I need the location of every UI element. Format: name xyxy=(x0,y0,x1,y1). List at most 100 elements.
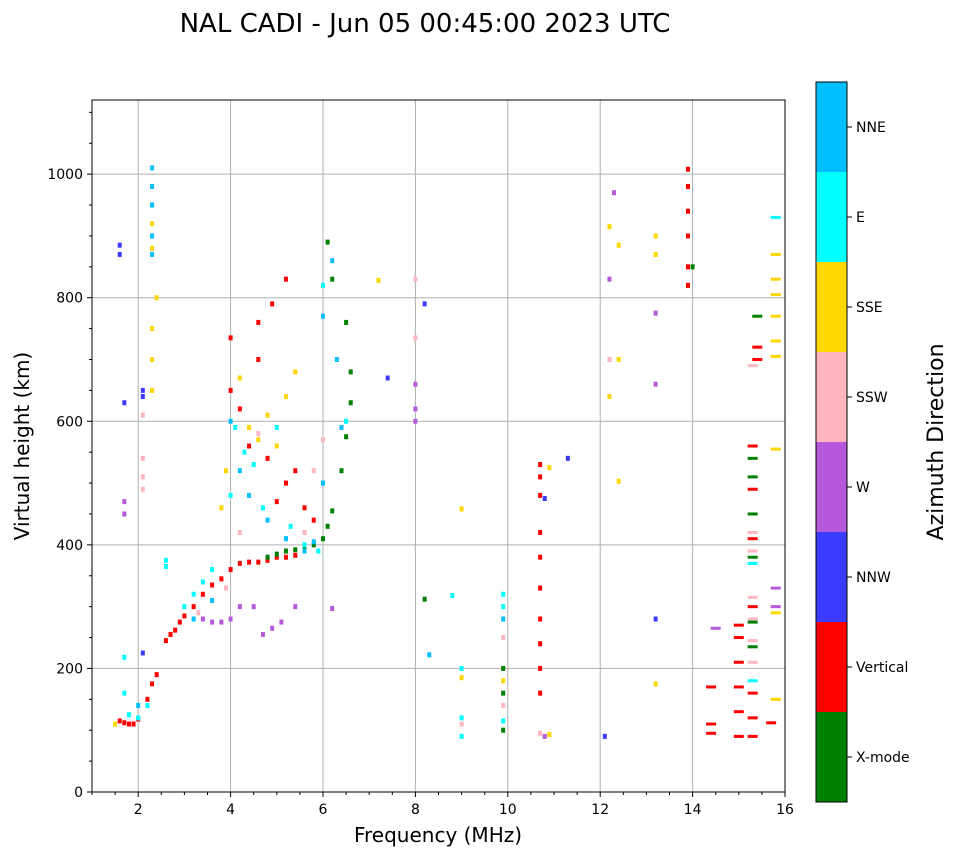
data-point xyxy=(653,233,658,239)
data-point xyxy=(747,537,758,541)
data-point xyxy=(344,434,349,440)
data-point xyxy=(770,215,781,219)
data-point xyxy=(685,184,690,189)
data-point xyxy=(459,675,464,681)
data-point xyxy=(228,335,233,341)
data-point xyxy=(237,406,242,412)
data-point xyxy=(685,264,690,270)
colorbar-label: NNW xyxy=(856,570,891,586)
data-point xyxy=(459,721,464,727)
data-point xyxy=(122,499,127,505)
data-point xyxy=(339,424,344,430)
data-point xyxy=(747,512,758,516)
data-point xyxy=(747,364,758,368)
data-point xyxy=(607,276,612,282)
data-point xyxy=(150,326,155,332)
data-point xyxy=(251,604,256,610)
data-point xyxy=(140,455,145,461)
data-point xyxy=(330,605,335,611)
data-point xyxy=(376,277,381,283)
data-point xyxy=(547,465,552,471)
data-point xyxy=(770,293,781,297)
data-point xyxy=(685,233,690,239)
data-point xyxy=(321,480,325,486)
data-point xyxy=(168,631,173,637)
colorbar-title: Azimuth Direction xyxy=(924,343,949,540)
data-point xyxy=(136,715,141,721)
data-point xyxy=(501,718,506,724)
data-point xyxy=(150,251,155,257)
data-point xyxy=(210,567,215,573)
data-point xyxy=(163,638,168,644)
data-point xyxy=(293,604,298,610)
data-point xyxy=(293,369,298,375)
data-point xyxy=(191,591,196,597)
data-point xyxy=(747,561,758,565)
x-axis-label: Frequency (MHz) xyxy=(354,823,522,847)
data-point xyxy=(284,394,289,400)
data-point xyxy=(413,406,418,412)
data-point xyxy=(177,619,182,625)
data-point xyxy=(747,595,758,599)
data-point xyxy=(113,721,118,727)
data-point xyxy=(413,418,418,424)
data-point xyxy=(602,733,607,739)
data-point xyxy=(311,468,316,474)
data-point xyxy=(733,710,744,714)
data-point xyxy=(547,732,552,738)
plot-frame xyxy=(91,99,786,793)
data-point xyxy=(302,545,307,551)
series-sse xyxy=(113,221,781,738)
data-point xyxy=(200,616,205,622)
data-point xyxy=(747,734,758,738)
data-point xyxy=(770,697,781,701)
colorbar-label: X-mode xyxy=(856,750,910,766)
data-point xyxy=(747,555,758,559)
data-point xyxy=(117,242,122,248)
data-point xyxy=(747,487,758,491)
data-point xyxy=(265,557,270,563)
colorbar-label: SSE xyxy=(856,300,883,316)
data-point xyxy=(293,547,298,553)
data-point xyxy=(256,431,261,437)
data-point xyxy=(131,721,136,727)
colorbar-segment xyxy=(816,262,847,352)
data-point xyxy=(284,276,289,282)
data-point xyxy=(140,387,145,393)
data-point xyxy=(150,387,155,393)
data-point xyxy=(747,620,758,624)
x-tick-label: 16 xyxy=(776,802,794,818)
data-point xyxy=(247,443,252,449)
data-point xyxy=(459,665,464,671)
data-point xyxy=(770,314,781,318)
data-point xyxy=(538,730,543,736)
data-point xyxy=(302,505,307,511)
data-point xyxy=(237,560,242,566)
data-point xyxy=(770,277,781,281)
data-point xyxy=(140,412,145,418)
data-point xyxy=(256,319,261,325)
x-axis-ticks: 2 4 6 8 10 12 14 16 xyxy=(91,792,794,818)
data-point xyxy=(770,605,781,609)
data-point xyxy=(117,718,122,724)
data-point xyxy=(422,301,427,307)
data-point xyxy=(770,252,781,256)
data-point xyxy=(293,468,298,474)
data-point xyxy=(293,552,298,558)
data-point xyxy=(747,716,758,720)
data-point xyxy=(459,733,464,739)
data-point xyxy=(284,554,289,560)
data-point xyxy=(747,444,758,448)
data-point xyxy=(136,703,141,708)
y-axis-ticks: 0 200 400 600 800 1000 xyxy=(47,111,92,801)
data-point xyxy=(154,672,159,678)
colorbar: X-mode Vertical NNW W SSW SSE E NNE xyxy=(815,81,910,803)
data-point xyxy=(140,486,145,492)
data-point xyxy=(538,462,543,468)
data-point xyxy=(325,523,330,529)
data-point xyxy=(501,591,506,597)
data-point xyxy=(140,474,145,480)
data-point xyxy=(747,456,758,460)
data-point xyxy=(747,639,758,643)
